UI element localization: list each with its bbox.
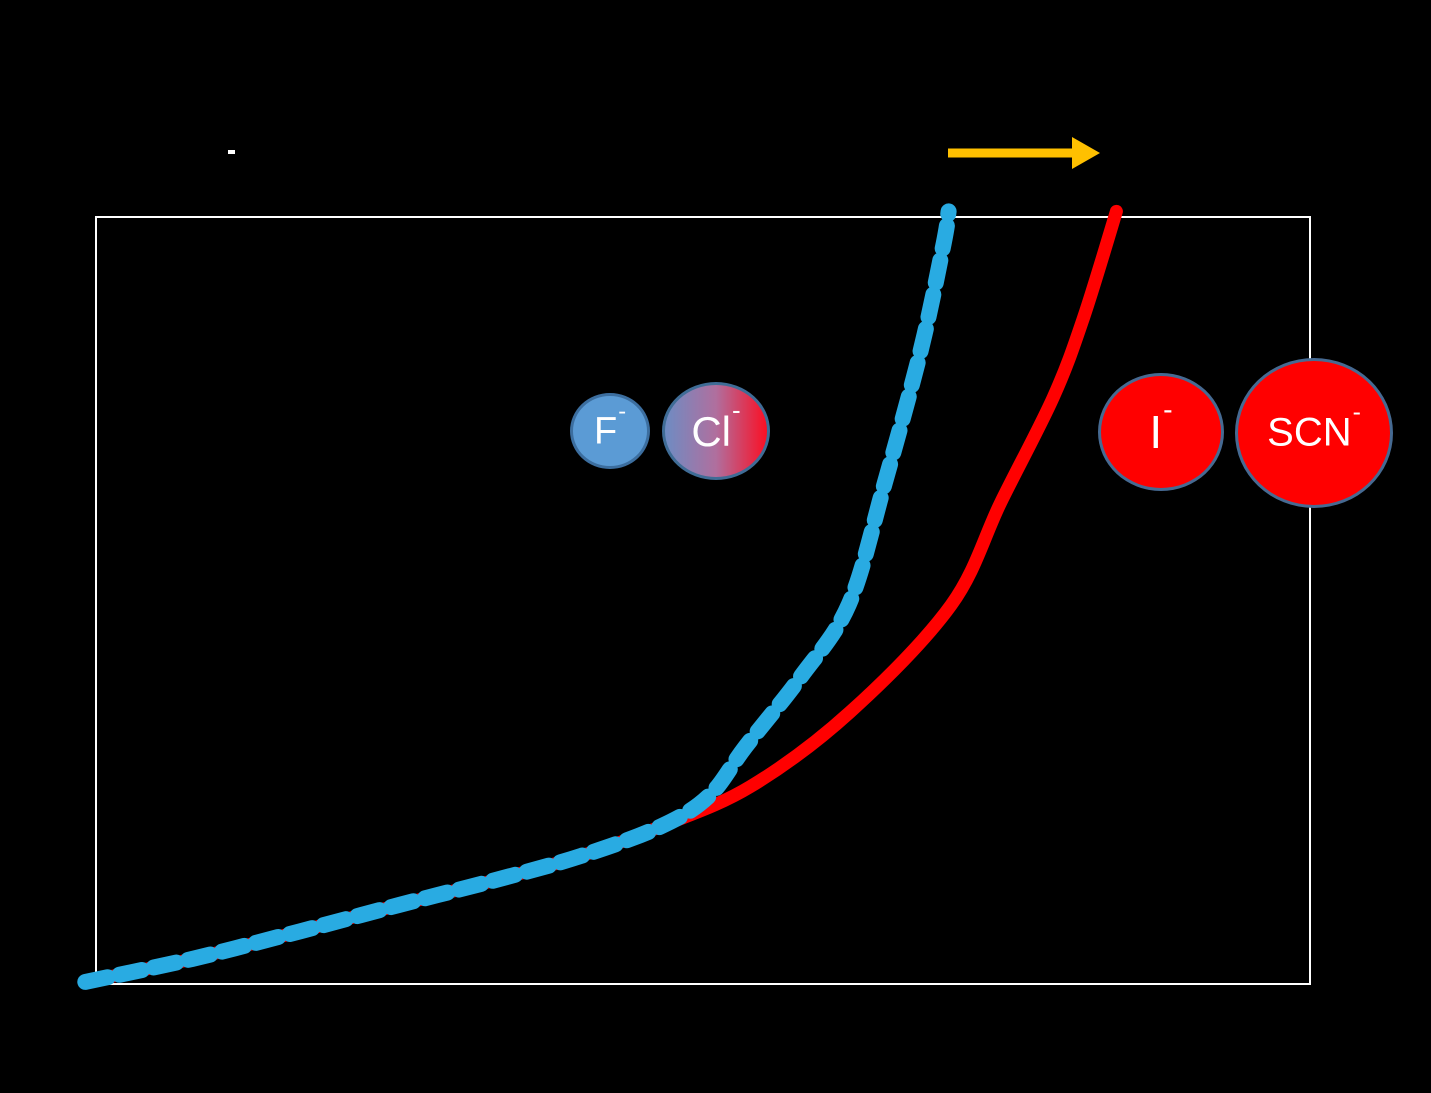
stray-dash-mark xyxy=(228,150,235,154)
ion-iodide: I- xyxy=(1098,373,1224,491)
charge-superscript: - xyxy=(618,398,627,425)
increase-arrow-icon xyxy=(948,137,1100,169)
charge-superscript: - xyxy=(732,394,741,425)
strong-field-curve xyxy=(77,203,957,990)
plot-area xyxy=(95,216,1311,985)
charge-superscript: - xyxy=(1163,393,1173,426)
ion-thiocyanate-label: SCN- xyxy=(1267,399,1361,455)
ion-fluoride-label: F- xyxy=(593,398,627,453)
ion-iodide-label: I- xyxy=(1149,393,1173,458)
ion-chloride: Cl- xyxy=(662,382,770,480)
ion-thiocyanate: SCN- xyxy=(1235,358,1393,508)
ion-chloride-label: Cl- xyxy=(691,394,741,455)
ion-fluoride: F- xyxy=(570,393,650,469)
weak-field-curve xyxy=(78,204,1123,989)
charge-superscript: - xyxy=(1352,399,1361,427)
